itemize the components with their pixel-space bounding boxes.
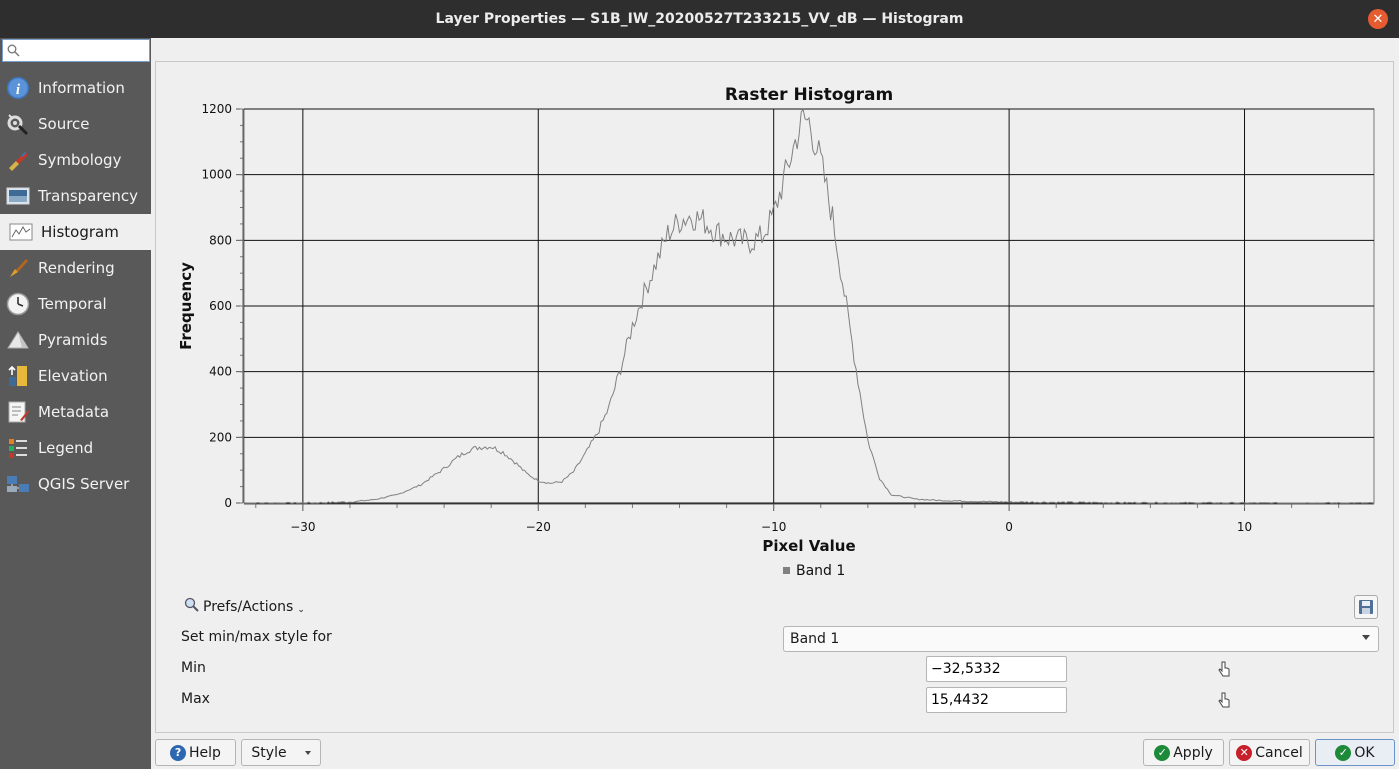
sidebar-item-label: Pyramids [38, 331, 108, 349]
help-label: Help [189, 744, 221, 761]
sidebar-item-label: Temporal [38, 295, 107, 313]
checkmark-icon: ✓ [1335, 744, 1352, 761]
y-tick-label: 200 [209, 430, 232, 444]
min-input[interactable] [926, 656, 1067, 682]
apply-button[interactable]: ✓ Apply [1143, 739, 1224, 766]
help-icon: ? [170, 744, 187, 761]
x-axis-label: Pixel Value [762, 537, 855, 555]
band-select-value: Band 1 [790, 631, 840, 647]
symbology-icon [6, 148, 30, 172]
sidebar-item-source[interactable]: Source [0, 106, 151, 142]
elevation-icon [6, 364, 30, 388]
sidebar-item-pyramids[interactable]: Pyramids [0, 322, 151, 358]
sidebar-item-rendering[interactable]: Rendering [0, 250, 151, 286]
pyramids-icon [6, 328, 30, 352]
x-tick-label: −30 [290, 520, 315, 534]
top-strip [155, 38, 1399, 61]
help-button[interactable]: ? Help [155, 739, 236, 766]
svg-text:i: i [16, 82, 21, 98]
save-icon[interactable] [1354, 595, 1378, 619]
sidebar-item-label: Source [38, 115, 90, 133]
ok-button[interactable]: ✓ OK [1315, 739, 1395, 766]
apply-label: Apply [1173, 744, 1213, 761]
chart-title: Raster Histogram [725, 85, 893, 105]
window-titlebar: Layer Properties — S1B_IW_20200527T23321… [0, 0, 1399, 38]
style-button[interactable]: Style [241, 739, 321, 766]
x-tick-label: 10 [1237, 520, 1252, 534]
sidebar-item-metadata[interactable]: Metadata [0, 394, 151, 430]
source-icon [6, 112, 30, 136]
sidebar-item-label: Elevation [38, 367, 108, 385]
x-tick-label: 0 [1005, 520, 1013, 534]
chart-svg: 0 200 400 600 800 1000 1200 −30 −20 −10 0 10 Raster … [156, 62, 1393, 592]
pick-cursor-icon[interactable] [1216, 660, 1232, 678]
histogram-icon [9, 220, 33, 244]
sidebar-item-qgis-server[interactable]: QGIS Server [0, 466, 151, 502]
legend-icon [6, 436, 30, 460]
sidebar-item-label: Histogram [41, 223, 119, 241]
band-select[interactable]: Band 1 [783, 626, 1379, 652]
magnifier-icon [184, 597, 200, 617]
sidebar-item-information[interactable]: i Information [0, 70, 151, 106]
histogram-chart: 0 200 400 600 800 1000 1200 −30 −20 −10 0 10 Raster … [156, 62, 1393, 592]
search-field[interactable] [2, 39, 150, 62]
metadata-icon [6, 400, 30, 424]
cancel-label: Cancel [1255, 744, 1303, 761]
y-tick-label: 600 [209, 299, 232, 313]
temporal-icon [6, 292, 30, 316]
set-minmax-label: Set min/max style for [181, 629, 332, 645]
transparency-icon [6, 184, 30, 208]
checkmark-icon: ✓ [1154, 744, 1171, 761]
rendering-icon [6, 256, 30, 280]
chevron-down-icon [1362, 635, 1370, 640]
prefs-actions-label: Prefs/Actions [203, 599, 294, 615]
y-tick-label: 0 [224, 496, 232, 510]
cancel-button[interactable]: ✕ Cancel [1229, 739, 1310, 766]
y-tick-label: 1000 [201, 168, 232, 182]
sidebar-item-symbology[interactable]: Symbology [0, 142, 151, 178]
y-tick-label: 1200 [201, 102, 232, 116]
y-axis-label: Frequency [177, 262, 195, 350]
sidebar-item-legend[interactable]: Legend [0, 430, 151, 466]
sidebar: i Information Source Symbology Transpare… [0, 38, 151, 769]
pick-cursor-icon[interactable] [1216, 691, 1232, 709]
search-icon [7, 44, 21, 58]
sidebar-item-histogram[interactable]: Histogram [0, 214, 151, 250]
prefs-actions-button[interactable]: Prefs/Actions ⌄ [184, 597, 305, 617]
qgis-server-icon [6, 472, 30, 496]
histogram-panel: 0 200 400 600 800 1000 1200 −30 −20 −10 0 10 Raster … [155, 61, 1394, 733]
x-tick-label: −20 [526, 520, 551, 534]
window-title: Layer Properties — S1B_IW_20200527T23321… [435, 11, 964, 27]
min-label: Min [181, 660, 206, 676]
sidebar-item-temporal[interactable]: Temporal [0, 286, 151, 322]
y-tick-label: 400 [209, 365, 232, 379]
sidebar-item-elevation[interactable]: Elevation [0, 358, 151, 394]
sidebar-item-label: Symbology [38, 151, 122, 169]
sidebar-item-label: Information [38, 79, 125, 97]
sidebar-item-label: Legend [38, 439, 94, 457]
search-input[interactable] [27, 41, 137, 60]
series-line-band-1 [243, 108, 1375, 504]
legend-swatch [783, 567, 790, 574]
sidebar-item-label: Transparency [38, 187, 139, 205]
max-input[interactable] [926, 687, 1067, 713]
information-icon: i [6, 76, 30, 100]
ok-label: OK [1354, 744, 1375, 761]
sidebar-item-label: QGIS Server [38, 475, 130, 493]
max-label: Max [181, 691, 210, 707]
sidebar-item-label: Rendering [38, 259, 115, 277]
cancel-icon: ✕ [1236, 744, 1253, 761]
style-label: Style [251, 744, 287, 761]
sidebar-item-label: Metadata [38, 403, 110, 421]
chevron-down-icon [304, 750, 311, 755]
sidebar-item-transparency[interactable]: Transparency [0, 178, 151, 214]
close-icon[interactable]: ✕ [1368, 9, 1388, 29]
y-tick-label: 800 [209, 233, 232, 247]
x-tick-label: −10 [761, 520, 786, 534]
dropdown-arrow-icon: ⌄ [297, 605, 305, 615]
legend-label: Band 1 [796, 563, 845, 579]
